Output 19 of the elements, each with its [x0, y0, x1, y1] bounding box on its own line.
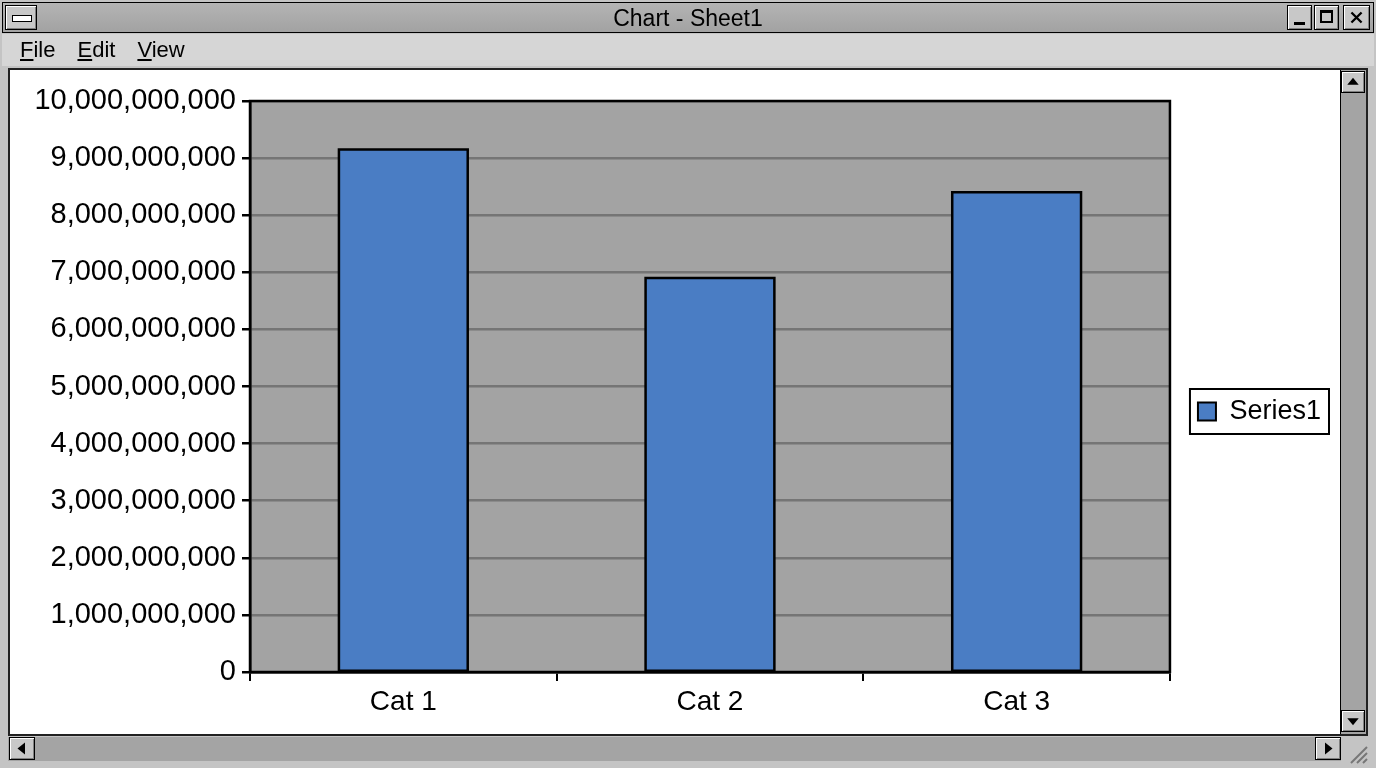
- x-tick-label: Cat 2: [676, 684, 744, 716]
- y-tick-label: 3,000,000,000: [50, 482, 236, 515]
- legend-label: Series1: [1229, 394, 1321, 425]
- text: File: [20, 37, 56, 62]
- y-tick-label: 4,000,000,000: [50, 425, 236, 458]
- y-tick-label: 8,000,000,000: [50, 197, 236, 230]
- y-tick-label: 1,000,000,000: [50, 596, 236, 629]
- y-tick-label: 6,000,000,000: [50, 311, 236, 344]
- y-tick-label: 9,000,000,000: [50, 140, 236, 173]
- y-tick-label: 5,000,000,000: [50, 368, 236, 401]
- text: View: [137, 37, 185, 62]
- x-tick-label: Cat 3: [983, 684, 1051, 716]
- y-tick-label: 7,000,000,000: [50, 254, 236, 287]
- y-tick-label: 0: [219, 654, 236, 686]
- chart-title: Chart - Sheet1: [3, 5, 1373, 32]
- text: Edit: [77, 37, 116, 62]
- x-tick-label: Cat 1: [369, 684, 437, 716]
- y-tick-label: 10,000,000,000: [34, 83, 236, 115]
- y-tick-label: 2,000,000,000: [50, 539, 236, 572]
